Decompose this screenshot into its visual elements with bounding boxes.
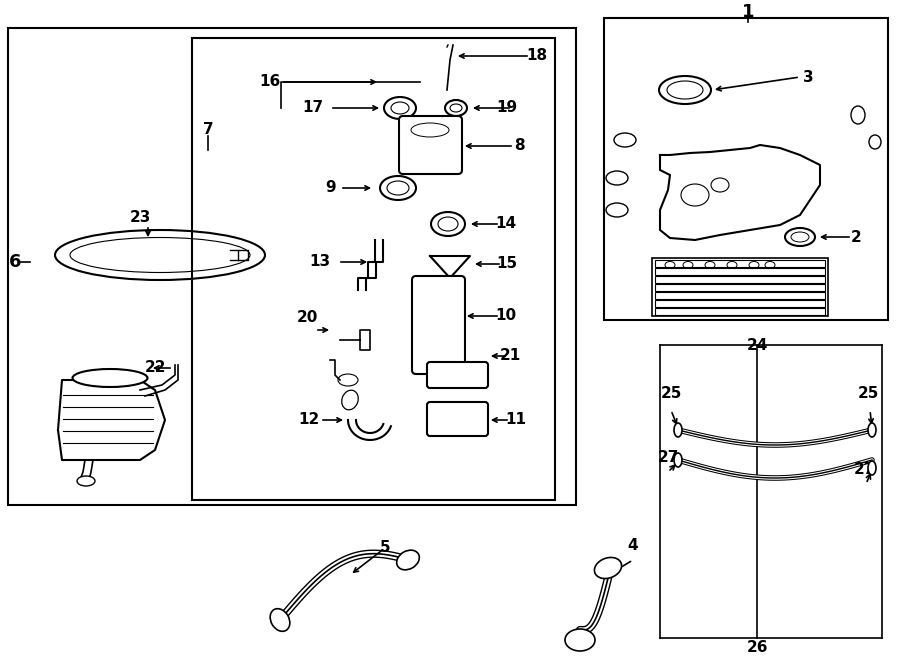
Polygon shape (660, 145, 820, 240)
Ellipse shape (851, 106, 865, 124)
Ellipse shape (594, 557, 622, 578)
Text: 11: 11 (506, 412, 526, 428)
Text: 10: 10 (495, 309, 517, 323)
Bar (655, 276, 825, 283)
FancyBboxPatch shape (399, 116, 462, 174)
Text: 24: 24 (746, 338, 768, 352)
Ellipse shape (606, 171, 628, 185)
Text: 17: 17 (302, 100, 324, 116)
Text: 14: 14 (495, 217, 517, 231)
Ellipse shape (77, 476, 95, 486)
Text: 23: 23 (130, 210, 150, 225)
FancyBboxPatch shape (427, 402, 488, 436)
Text: 12: 12 (299, 412, 320, 428)
Bar (8, 28, 576, 505)
Ellipse shape (397, 550, 419, 570)
Text: 2: 2 (850, 229, 861, 245)
Text: 20: 20 (296, 311, 318, 325)
Bar (655, 292, 825, 299)
Ellipse shape (674, 453, 682, 467)
Text: 1: 1 (742, 3, 754, 21)
Text: 7: 7 (202, 122, 213, 137)
Ellipse shape (565, 629, 595, 651)
Text: 13: 13 (310, 254, 330, 270)
Ellipse shape (868, 461, 876, 475)
Ellipse shape (868, 423, 876, 437)
Bar (655, 268, 825, 275)
FancyBboxPatch shape (412, 276, 465, 374)
Ellipse shape (270, 609, 290, 631)
Ellipse shape (674, 423, 682, 437)
Bar (604, 18, 888, 320)
Ellipse shape (606, 203, 628, 217)
Bar (655, 260, 825, 267)
Text: 15: 15 (497, 256, 518, 272)
Text: 27: 27 (853, 463, 875, 477)
Ellipse shape (73, 369, 148, 387)
Text: 25: 25 (858, 385, 878, 401)
Text: 22: 22 (144, 360, 166, 375)
Text: 6: 6 (9, 253, 22, 271)
Text: 16: 16 (259, 75, 281, 89)
Polygon shape (430, 256, 470, 278)
Text: 21: 21 (500, 348, 520, 364)
Text: 9: 9 (326, 180, 337, 196)
Text: 8: 8 (514, 139, 525, 153)
Text: 18: 18 (526, 48, 547, 63)
Polygon shape (578, 639, 582, 650)
Text: 27: 27 (657, 451, 679, 465)
Ellipse shape (614, 133, 636, 147)
Text: 3: 3 (803, 69, 814, 85)
FancyBboxPatch shape (427, 362, 488, 388)
Bar (655, 300, 825, 307)
Bar (192, 38, 555, 500)
Ellipse shape (785, 228, 815, 246)
Polygon shape (58, 380, 165, 460)
Text: 5: 5 (380, 541, 391, 555)
Ellipse shape (659, 76, 711, 104)
Text: 19: 19 (497, 100, 518, 116)
Ellipse shape (380, 176, 416, 200)
Polygon shape (447, 405, 467, 433)
Ellipse shape (342, 390, 358, 410)
Text: 26: 26 (746, 641, 768, 656)
Ellipse shape (431, 212, 465, 236)
Bar (655, 308, 825, 315)
Ellipse shape (869, 135, 881, 149)
Text: 4: 4 (627, 539, 638, 553)
Bar (652, 258, 828, 316)
Text: 25: 25 (661, 385, 681, 401)
Ellipse shape (384, 97, 416, 119)
Ellipse shape (445, 100, 467, 116)
Bar (655, 284, 825, 291)
